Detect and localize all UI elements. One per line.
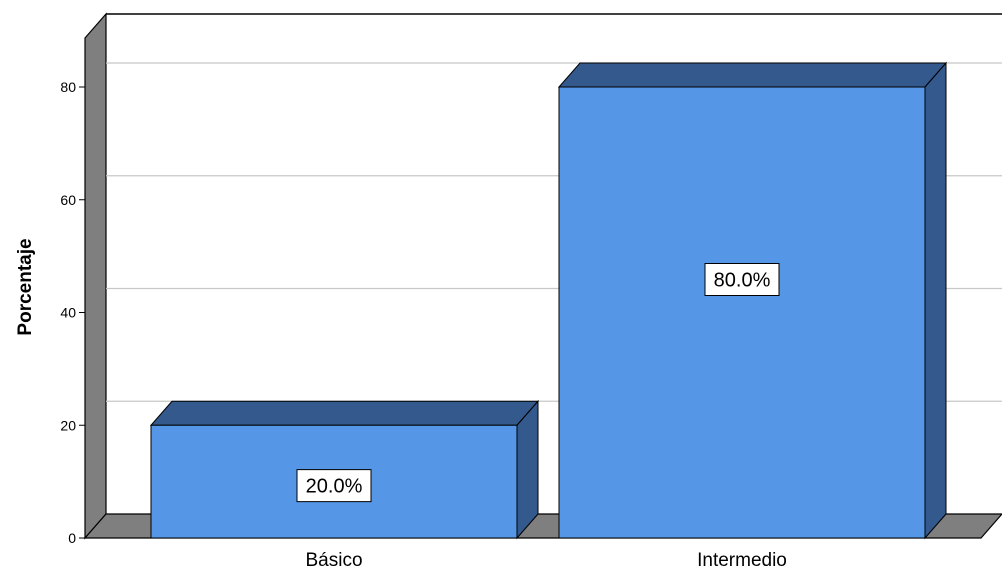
y-tick-label: 20 — [60, 417, 76, 433]
bar-side-face — [516, 399, 539, 540]
bar-top-face — [149, 400, 540, 426]
y-tick-label: 40 — [60, 305, 76, 321]
y-tick-label: 60 — [60, 192, 76, 208]
data-label-box — [296, 469, 372, 503]
data-label: 80.0% — [714, 270, 771, 292]
x-axis-categories: Básico Intermedio — [305, 550, 786, 571]
bar-top-face — [557, 62, 948, 88]
x-category-label: Intermedio — [697, 550, 787, 571]
data-label-box — [704, 263, 780, 296]
bar-2: 80.0% — [557, 61, 948, 540]
data-label: 20.0% — [306, 476, 363, 498]
bar-1: 20.0% — [149, 399, 540, 540]
bars: 20.0% 80.0% — [149, 61, 948, 540]
y-tick-label: 80 — [60, 79, 76, 95]
y-axis-title: Porcentaje — [15, 238, 36, 335]
y-axis-ticks: 0 20 40 60 80 — [60, 79, 85, 546]
bar-front-face — [558, 86, 926, 539]
x-category-label: Básico — [305, 550, 362, 571]
y-tick-label: 0 — [68, 530, 76, 546]
bar-side-face — [924, 61, 947, 540]
left-wall — [84, 12, 107, 540]
